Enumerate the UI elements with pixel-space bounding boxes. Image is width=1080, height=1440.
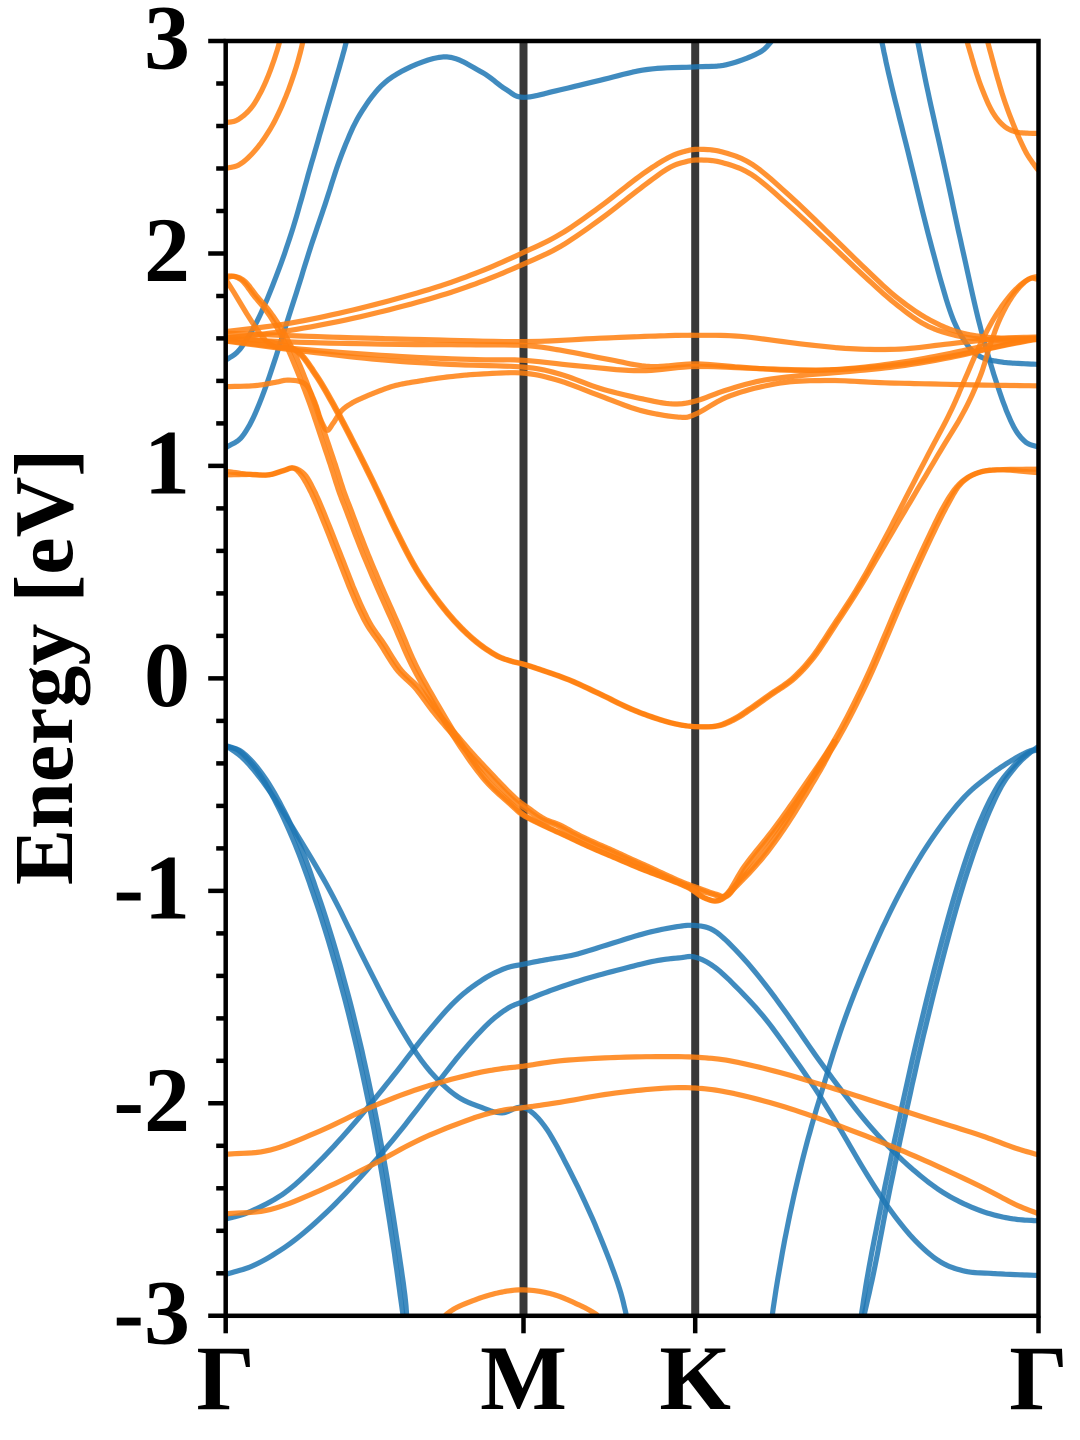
svg-text:0: 0 — [144, 624, 190, 726]
svg-text:-2: -2 — [113, 1049, 190, 1151]
svg-text:2: 2 — [144, 199, 190, 301]
svg-text:-3: -3 — [113, 1261, 190, 1363]
svg-text:M: M — [480, 1327, 567, 1429]
svg-text:Γ: Γ — [1009, 1327, 1068, 1429]
svg-text:Γ: Γ — [196, 1327, 255, 1429]
svg-text:K: K — [659, 1327, 731, 1429]
svg-text:-1: -1 — [113, 836, 190, 938]
svg-text:3: 3 — [144, 0, 190, 89]
svg-text:Energy [eV]: Energy [eV] — [0, 449, 91, 885]
svg-text:1: 1 — [144, 411, 190, 513]
